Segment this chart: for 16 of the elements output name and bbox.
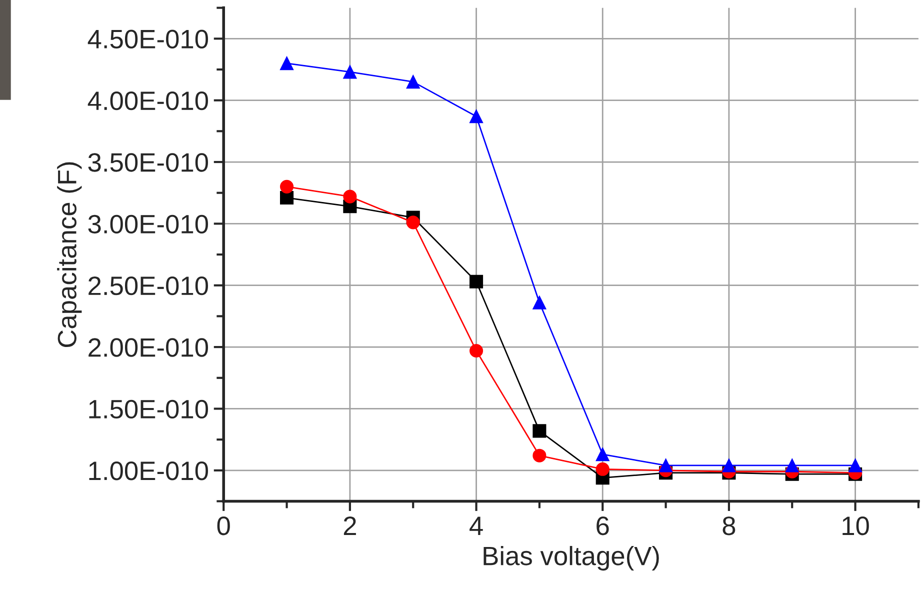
y-tick-label: 3.50E-010 [88,153,208,172]
y-tick-label: 4.00E-010 [88,91,208,110]
y-tick-label: 4.50E-010 [88,30,208,48]
x-tick-label: 6 [596,516,609,536]
y-tick-label: 3.00E-010 [88,214,208,234]
y-axis-title: Capacitance (F) [57,162,82,348]
x-axis-title: Bias voltage(V) [484,546,659,571]
y-tick-label: 2.50E-010 [88,276,208,296]
x-tick-label: 4 [470,516,483,535]
x-tick-label: 8 [722,516,736,536]
x-tick-label: 10 [842,516,869,536]
y-tick-label: 1.00E-010 [89,462,208,480]
x-tick-label: 0 [217,516,230,536]
x-tick-label: 2 [344,516,356,535]
y-tick-label: 1.50E-010 [89,400,208,419]
y-tick-label: 2.00E-010 [88,338,208,357]
